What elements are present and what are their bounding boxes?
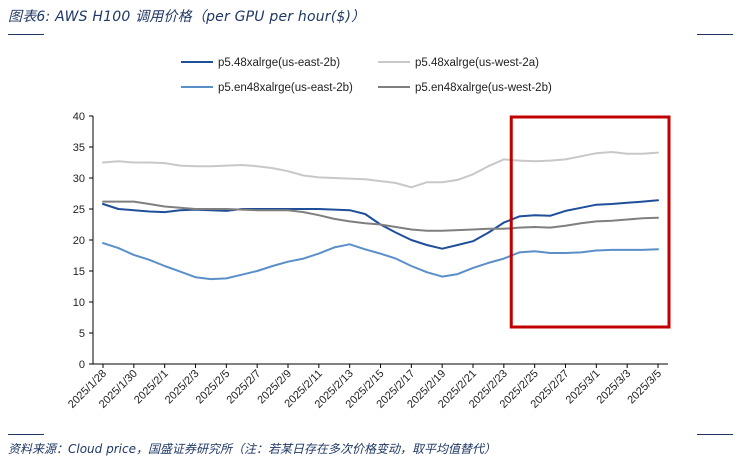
y-tick-label: 30 — [73, 173, 85, 185]
y-tick-label: 20 — [73, 235, 85, 247]
legend-label-2: p5.48xalrge(us-west-2a) — [415, 57, 539, 69]
series-line-2 — [102, 151, 659, 189]
legend-label-3: p5.en48xalrge(us-east-2b) — [218, 82, 353, 94]
source-rule-left — [8, 434, 44, 435]
y-tick-label: 10 — [73, 297, 85, 309]
y-tick-label: 25 — [73, 204, 85, 216]
highlight-box — [509, 115, 671, 329]
source-rule-right — [697, 434, 733, 435]
chart-title: 图表6: AWS H100 调用价格（per GPU per hour($)） — [8, 9, 366, 25]
y-tick-label: 0 — [79, 359, 85, 371]
y-tick-label: 15 — [73, 266, 85, 278]
legend-label-1: p5.48xalrge(us-east-2b) — [218, 57, 340, 69]
title-rule-left — [8, 34, 44, 35]
y-tick-label: 35 — [73, 142, 85, 154]
x-tick-label: 2025/3/5 — [625, 368, 664, 407]
series-line-4 — [102, 200, 659, 232]
title-rule-right — [697, 34, 733, 35]
series-line-3 — [102, 242, 659, 281]
legend-label-4: p5.en48xalrge(us-west-2b) — [415, 82, 552, 94]
source-note: 资料来源：Cloud price，国盛证券研究所（注：若某日存在多次价格变动，取… — [8, 442, 496, 456]
y-tick-label: 5 — [79, 328, 85, 340]
y-tick-label: 40 — [73, 111, 85, 123]
